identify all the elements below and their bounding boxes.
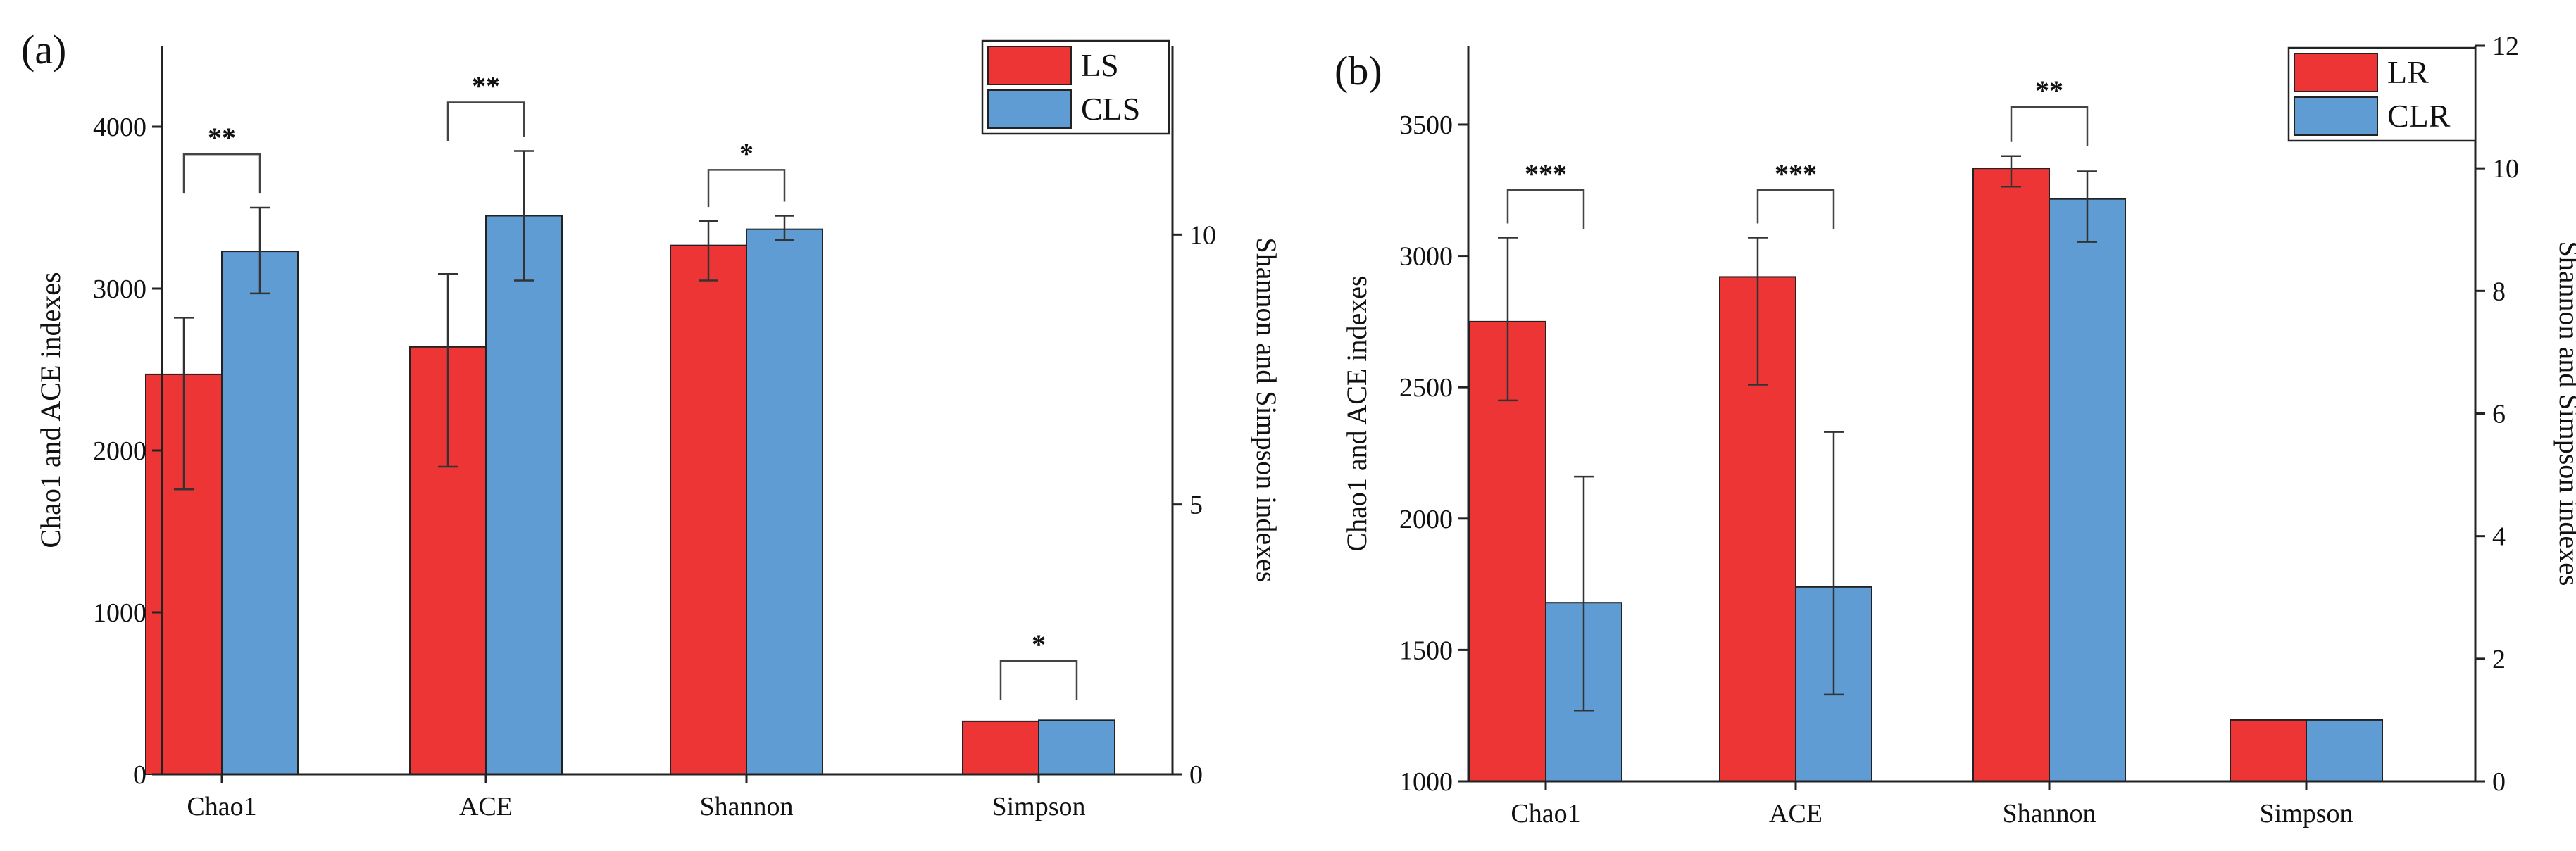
legend-label-lr: LR <box>2387 54 2429 90</box>
legend-label-ls: LS <box>1081 47 1119 83</box>
significance-label: *** <box>1775 158 1817 189</box>
panel-label: (b) <box>1334 48 1382 94</box>
left-tick-label: 3500 <box>1399 111 1453 140</box>
error-bar-ls-chao1 <box>174 317 194 491</box>
right-axis-title: Shannon and Simpson indexes <box>1251 238 1282 583</box>
x-tick-label: Chao1 <box>1511 799 1580 828</box>
left-tick-label: 2000 <box>93 436 146 466</box>
chart-panel-a: (a) 0 1000 2000 3000 4000 0 5 10 Chao1 ACE Shannon S… <box>21 27 1282 821</box>
right-tick-label: 10 <box>1189 220 1216 250</box>
bar-clr-simpson <box>2306 719 2383 783</box>
bar-clr-shannon <box>2049 198 2126 783</box>
error-bar-ls-ace <box>438 273 458 468</box>
right-tick-label: 12 <box>2492 32 2519 61</box>
legend-swatch-ls <box>987 46 1072 85</box>
x-tick-label: Simpson <box>2259 799 2353 828</box>
significance-bracket <box>1756 189 1835 229</box>
error-bar-cls-shannon <box>775 215 794 241</box>
left-tick-label: 0 <box>133 760 146 790</box>
error-bar-clr-ace <box>1824 431 1844 696</box>
left-tick-label: 1000 <box>93 598 146 628</box>
left-tick-label: 1500 <box>1399 636 1453 665</box>
significance-bracket <box>2010 106 2089 146</box>
bar-lr-simpson <box>2230 719 2307 783</box>
significance-bracket <box>182 153 261 194</box>
legend-swatch-lr <box>2294 53 2378 92</box>
right-tick-label: 4 <box>2492 522 2506 552</box>
error-bar-cls-chao1 <box>250 206 270 295</box>
right-tick-label: 10 <box>2492 154 2519 184</box>
legend-swatch-clr <box>2294 96 2378 136</box>
significance-bracket <box>446 101 525 141</box>
significance-bracket <box>707 169 786 208</box>
right-tick-label: 8 <box>2492 277 2506 306</box>
legend-label-cls: CLS <box>1081 91 1140 127</box>
left-tick-label: 2000 <box>1399 505 1453 534</box>
significance-label: * <box>739 137 754 169</box>
significance-label: * <box>1032 629 1046 660</box>
right-tick-label: 6 <box>2492 400 2506 429</box>
right-tick-label: 2 <box>2492 645 2506 674</box>
x-tick-label: ACE <box>1769 799 1822 828</box>
x-tick-label: Shannon <box>2003 799 2096 828</box>
axis-frame <box>161 46 1174 776</box>
error-bar-lr-shannon <box>2001 155 2021 188</box>
bar-ls-shannon <box>670 244 747 775</box>
bar-ls-simpson <box>962 720 1039 776</box>
error-bar-ls-shannon <box>699 220 718 282</box>
error-bar-clr-chao1 <box>1574 475 1594 712</box>
x-tick-label: Chao1 <box>187 792 256 821</box>
error-bar-lr-ace <box>1748 237 1768 386</box>
right-axis-title: Shannon and Simpson indexes <box>2553 241 2576 586</box>
significance-label: ** <box>208 122 236 153</box>
bar-cls-ace <box>485 215 563 775</box>
left-tick-label: 3000 <box>1399 242 1453 272</box>
error-bar-clr-shannon <box>2077 170 2097 243</box>
bar-cls-chao1 <box>221 251 299 776</box>
bar-lr-shannon <box>1972 168 2050 782</box>
panel-label: (a) <box>21 27 66 73</box>
right-tick-label: 5 <box>1189 491 1203 520</box>
left-tick-label: 1000 <box>1399 767 1453 797</box>
left-tick-label: 4000 <box>93 113 146 142</box>
left-tick-label: 2500 <box>1399 373 1453 403</box>
significance-bracket <box>1506 189 1585 229</box>
bar-cls-simpson <box>1038 719 1115 775</box>
x-tick-label: ACE <box>459 792 513 821</box>
chart-panel-b: (b) 1000 1500 2000 2500 3000 3500 0 2 4 6 8 10 12 Chao… <box>1334 32 2576 828</box>
x-tick-label: Shannon <box>700 792 794 821</box>
right-tick-label: 0 <box>2492 767 2506 797</box>
legend-swatch-cls <box>987 89 1072 129</box>
x-tick-label: Simpson <box>992 792 1085 821</box>
error-bar-cls-ace <box>514 150 534 282</box>
right-tick-label: 0 <box>1189 760 1203 790</box>
error-bar-lr-chao1 <box>1498 237 1518 402</box>
significance-bracket <box>999 660 1078 700</box>
left-axis-title: Chao1 and ACE indexes <box>35 272 66 548</box>
left-tick-label: 3000 <box>93 275 146 304</box>
bar-cls-shannon <box>746 228 823 775</box>
left-axis-title: Chao1 and ACE indexes <box>1341 275 1373 551</box>
significance-label: *** <box>1525 158 1567 189</box>
significance-label: ** <box>2035 75 2063 106</box>
significance-label: ** <box>472 70 500 102</box>
legend-label-clr: CLR <box>2387 98 2451 134</box>
